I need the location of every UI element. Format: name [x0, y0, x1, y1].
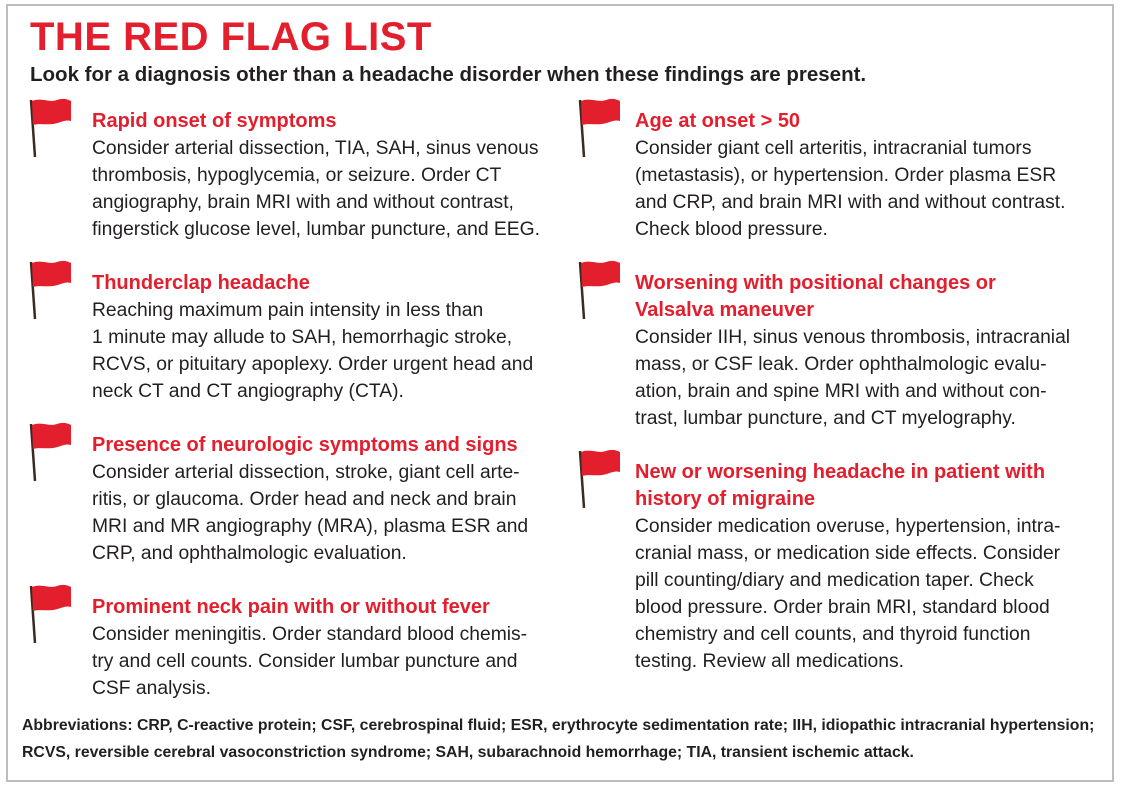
- red-flag-description: Reaching maximum pain intensity in less …: [92, 300, 534, 402]
- red-flag-heading: Presence of neurologic symptoms and sign…: [92, 434, 518, 456]
- red-flag-description: Consider meningitis. Order standard bloo…: [92, 624, 528, 699]
- red-flag-icon: [576, 97, 626, 167]
- red-flag-icon: [27, 97, 77, 167]
- red-flag-icon: [27, 259, 77, 329]
- red-flag-heading: Worsening with positional changes or Val…: [635, 272, 996, 321]
- red-flag-icon: [576, 259, 626, 329]
- red-flag-item: Age at onset > 50 Consider giant cell art…: [635, 108, 1066, 243]
- red-flag-item: Presence of neurologic symptoms and sign…: [92, 432, 528, 567]
- page-title: THE RED FLAG LIST: [30, 15, 432, 59]
- red-flag-icon: [27, 421, 77, 491]
- subtitle: Look for a diagnosis other than a headac…: [30, 63, 867, 86]
- red-flag-item: Thunderclap headache Reaching maximum pai…: [92, 270, 533, 405]
- red-flag-heading: Age at onset > 50: [635, 110, 801, 132]
- red-flag-item: Rapid onset of symptoms Consider arterial…: [92, 108, 540, 243]
- red-flag-heading: Thunderclap headache: [92, 272, 310, 294]
- red-flag-description: Consider medication overuse, hypertensio…: [635, 516, 1061, 672]
- abbreviations-footnote: Abbreviations: CRP, C-reactive protein; …: [22, 717, 1095, 761]
- red-flag-heading: Prominent neck pain with or without feve…: [92, 596, 490, 618]
- red-flag-item: New or worsening headache in patient wit…: [635, 459, 1060, 675]
- red-flag-item: Prominent neck pain with or without feve…: [92, 594, 527, 702]
- red-flag-heading: New or worsening headache in patient wit…: [635, 461, 1046, 510]
- red-flag-description: Consider IIH, sinus venous thrombosis, i…: [635, 327, 1071, 429]
- red-flag-item: Worsening with positional changes or Val…: [635, 270, 1070, 432]
- red-flag-description: Consider arterial dissection, stroke, gi…: [92, 462, 529, 564]
- red-flag-description: Consider arterial dissection, TIA, SAH, …: [92, 138, 540, 240]
- red-flag-description: Consider giant cell arteritis, intracran…: [635, 138, 1066, 240]
- red-flag-heading: Rapid onset of symptoms: [92, 110, 337, 132]
- red-flag-icon: [576, 448, 626, 518]
- red-flag-icon: [27, 583, 77, 653]
- infographic-frame: [6, 4, 1114, 782]
